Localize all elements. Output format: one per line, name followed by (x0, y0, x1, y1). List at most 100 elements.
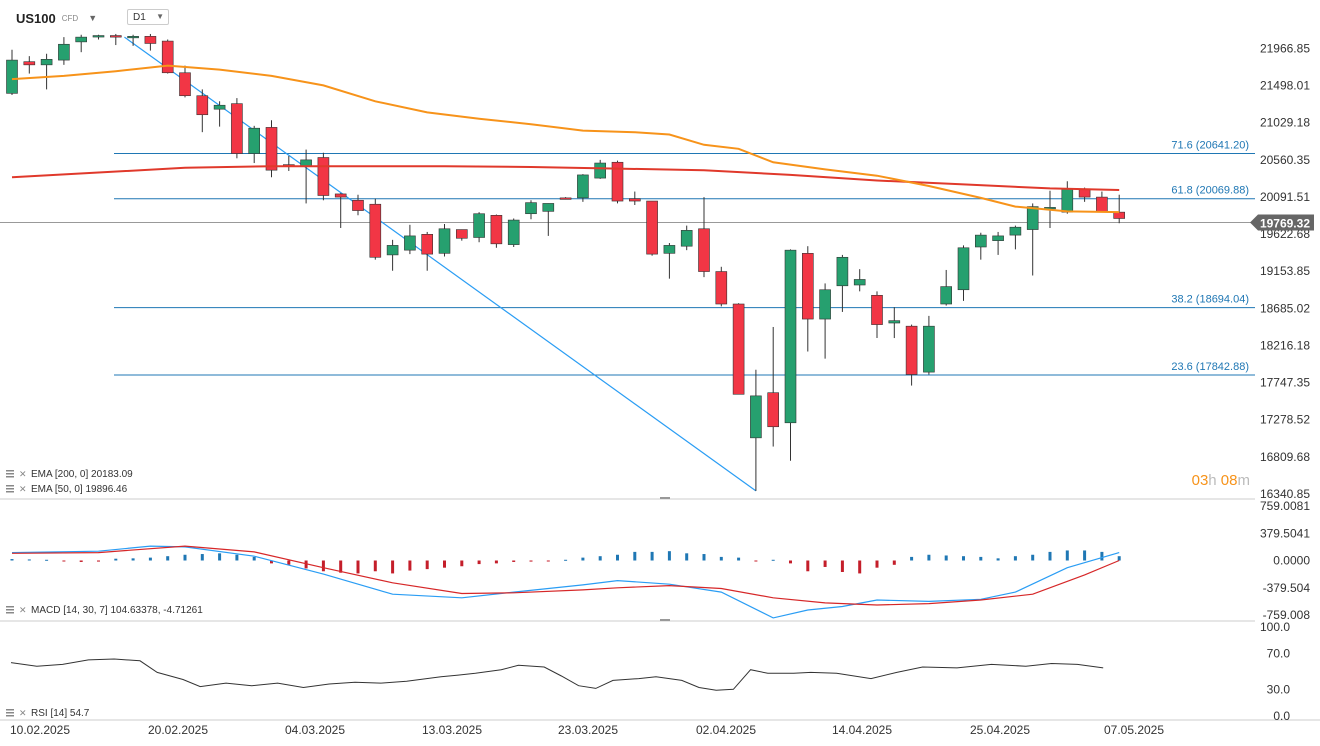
macd-histogram-bar (287, 560, 291, 565)
date-tick-label: 14.04.2025 (832, 723, 892, 737)
macd-histogram-bar (10, 559, 14, 561)
macd-line (11, 545, 1120, 619)
symbol-name[interactable]: US100 (16, 10, 56, 26)
candle-body (507, 219, 520, 245)
candle-body (750, 395, 762, 439)
candle-body (75, 36, 87, 43)
candle-body (92, 35, 105, 38)
menu-icon (6, 473, 14, 475)
macd-histogram-bar (27, 559, 31, 561)
timeframe-select[interactable]: D1 ▼ (127, 9, 169, 25)
macd-histogram-bar (927, 554, 931, 561)
ema200-line (11, 165, 1120, 191)
timeframe-value: D1 (133, 11, 146, 23)
candle-body (680, 230, 693, 247)
macd-histogram-bar (996, 558, 1000, 561)
candle-body (1026, 206, 1039, 230)
macd-histogram-bar (910, 556, 914, 561)
macd-histogram-bar (858, 560, 862, 574)
countdown-part: 08 (1217, 472, 1238, 489)
menu-icon (6, 488, 14, 490)
candle-body (455, 229, 468, 239)
candle-body (819, 289, 831, 320)
countdown-part: 03 (1192, 472, 1209, 489)
macd-histogram-bar (667, 551, 671, 561)
candle-body (1113, 211, 1125, 219)
candle-body (974, 234, 987, 248)
candle-body (715, 271, 728, 305)
macd-histogram-bar (460, 560, 464, 567)
macd-histogram-bar (702, 554, 706, 561)
instrument-type: CFD (61, 13, 79, 23)
candle-body (265, 127, 278, 171)
candle-body (110, 35, 122, 38)
macd-histogram-bar (979, 556, 983, 561)
candle-body (1009, 226, 1022, 236)
macd-histogram-bar (598, 556, 602, 561)
candle-body (6, 59, 18, 94)
countdown-part: h (1208, 472, 1216, 489)
candle-body (1061, 188, 1074, 213)
menu-icon (6, 476, 14, 478)
candle-body (404, 235, 416, 251)
fib-level-label: 71.6 (20641.20) (1171, 139, 1249, 151)
candle-body (248, 127, 260, 154)
symbol-header[interactable]: US100 CFD ▼ (16, 8, 97, 28)
candle-body (853, 279, 866, 286)
macd-histogram-bar (719, 556, 723, 561)
candle-body (352, 199, 364, 211)
candle-body (438, 228, 451, 254)
macd-tick-label: -759.008 (1263, 608, 1311, 622)
macd-histogram-bar (79, 560, 83, 562)
close-icon: ✕ (19, 708, 27, 718)
macd-histogram-bar (529, 560, 533, 562)
candle-body (161, 40, 174, 74)
chevron-down-icon: ▼ (156, 12, 164, 21)
macd-histogram-bar (148, 557, 152, 561)
candle-body (317, 157, 330, 196)
macd-histogram-bar (114, 558, 118, 561)
macd-histogram-bar (45, 559, 49, 561)
rsi-tick-label: 0.0 (1273, 709, 1290, 723)
menu-icon (6, 485, 14, 487)
macd-histogram-bar (685, 553, 689, 561)
macd-histogram-bar (62, 560, 66, 562)
macd-histogram-bar (962, 556, 965, 561)
candle-body (888, 320, 901, 324)
macd-histogram-bar (391, 560, 395, 574)
candle-body (473, 213, 485, 238)
candle-body (957, 247, 970, 291)
candle-body (801, 253, 814, 320)
macd-histogram-bar (131, 558, 135, 561)
chevron-down-icon[interactable]: ▼ (88, 13, 98, 23)
macd-histogram-bar (270, 560, 273, 564)
price-tick-label: 17747.35 (1260, 376, 1310, 390)
candle-body (628, 198, 641, 202)
macd-histogram-bar (477, 560, 481, 565)
candle-body (767, 392, 780, 428)
current-price-label: 19769.32 (1260, 216, 1310, 230)
price-tick-label: 16809.68 (1260, 450, 1310, 464)
macd-tick-label: -379.504 (1263, 581, 1311, 595)
candle-body (905, 325, 918, 375)
price-tick-label: 18685.02 (1260, 301, 1310, 315)
candle-body (784, 249, 797, 424)
price-tick-label: 21498.01 (1260, 79, 1310, 93)
macd-histogram-bar (771, 559, 775, 561)
current-price-tag (1250, 214, 1314, 231)
pane-resize-handle (660, 497, 670, 499)
price-tick-label: 21029.18 (1260, 116, 1310, 130)
candle-body (334, 193, 347, 198)
macd-legend: MACD [14, 30, 7] 104.63378, -4.71261 (31, 605, 203, 616)
date-tick-label: 13.03.2025 (422, 723, 482, 737)
menu-icon (6, 715, 14, 717)
macd-signal-line (11, 545, 1120, 606)
macd-histogram-bar (581, 557, 585, 561)
candle-body (940, 286, 953, 305)
macd-histogram-bar (546, 560, 550, 562)
macd-histogram-bar (443, 560, 446, 568)
macd-histogram-bar (840, 560, 844, 572)
macd-histogram-bar (823, 560, 827, 567)
